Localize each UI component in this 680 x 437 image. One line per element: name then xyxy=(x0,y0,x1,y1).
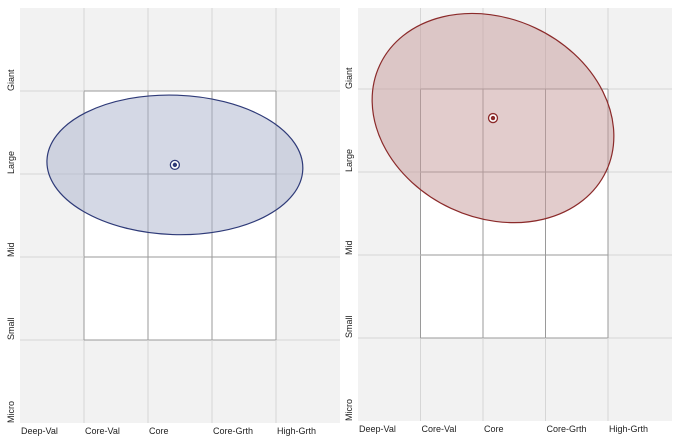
x-tick-label: Deep-Val xyxy=(21,426,58,436)
x-tick-label: Core xyxy=(484,424,504,434)
y-tick-label: Large xyxy=(6,151,16,174)
x-tick-label: High-Grth xyxy=(609,424,648,434)
x-tick-label: Core-Grth xyxy=(213,426,253,436)
x-tick-label: High-Grth xyxy=(277,426,316,436)
y-tick-label: Mid xyxy=(6,242,16,257)
y-tick-label: Mid xyxy=(344,240,354,255)
x-tick-label: Core-Grth xyxy=(547,424,587,434)
y-tick-label: Giant xyxy=(6,69,16,91)
x-tick-label: Deep-Val xyxy=(359,424,396,434)
centroid-dot xyxy=(490,115,496,121)
x-tick-label: Core xyxy=(149,426,169,436)
y-tick-label: Small xyxy=(344,315,354,338)
y-tick-label: Micro xyxy=(6,401,16,423)
y-tick-label: Small xyxy=(6,317,16,340)
style-box-chart-2: Deep-Val Core-Val Core Core-Grth High-Grth Mi… xyxy=(344,8,672,434)
style-box-chart-1: Deep-Val Core-Val Core Core-Grth High-Grth Mi… xyxy=(6,8,340,436)
x-tick-label: Core-Val xyxy=(422,424,457,434)
y-tick-label: Giant xyxy=(344,67,354,89)
x-tick-label: Core-Val xyxy=(85,426,120,436)
y-tick-label: Micro xyxy=(344,399,354,421)
y-tick-label: Large xyxy=(344,149,354,172)
centroid-dot xyxy=(172,162,178,168)
